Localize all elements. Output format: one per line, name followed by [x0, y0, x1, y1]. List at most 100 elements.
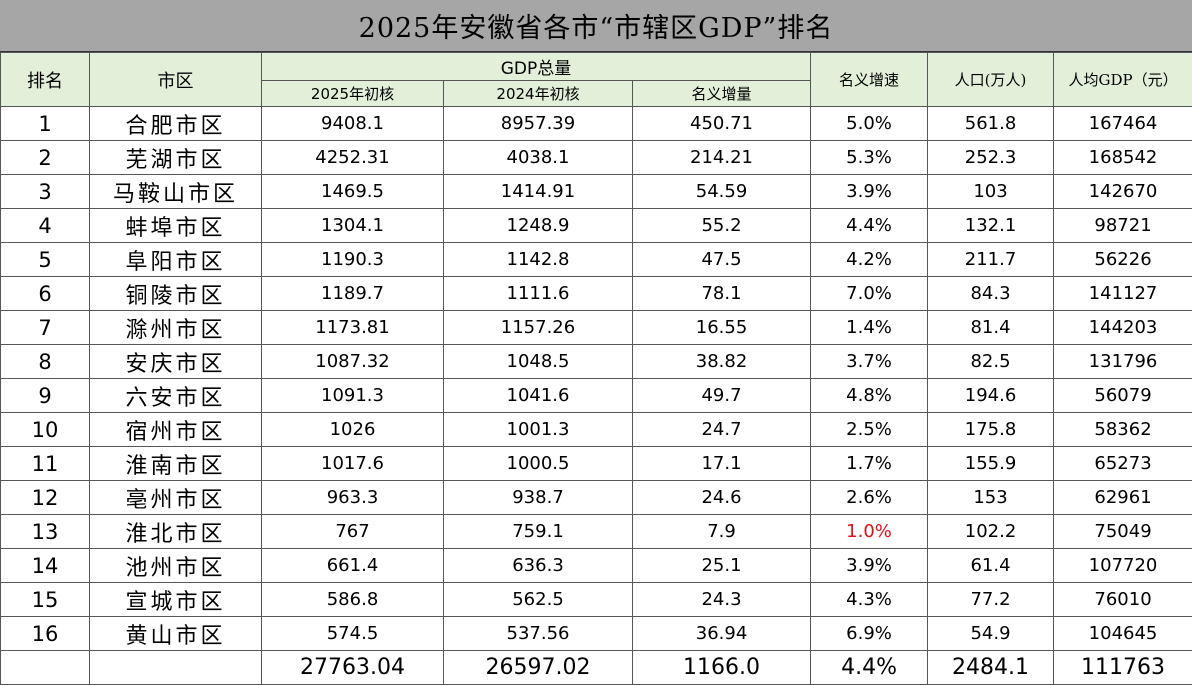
- per-capita-cell: 167464: [1053, 106, 1192, 141]
- gdp-2024-cell: 537.56: [443, 616, 633, 651]
- city-cell: 铜陵市区: [89, 276, 262, 311]
- increase-cell: 55.2: [631, 208, 812, 243]
- increase-cell: 17.1: [631, 446, 812, 481]
- totals-rank-cell: [0, 650, 90, 685]
- population-cell: 82.5: [927, 344, 1055, 379]
- growth-cell: 5.0%: [810, 106, 929, 141]
- population-cell: 155.9: [927, 446, 1055, 481]
- gdp-2024-cell: 1041.6: [443, 378, 633, 413]
- population-cell: 61.4: [927, 548, 1055, 583]
- population-cell: 77.2: [927, 582, 1055, 617]
- growth-cell: 4.3%: [810, 582, 929, 617]
- header-gdp-total: GDP总量: [260, 52, 812, 81]
- increase-cell: 49.7: [631, 378, 812, 413]
- table-row: 10 宿州市区 1026 1001.3 24.7 2.5% 175.8 58362: [0, 412, 1192, 447]
- increase-cell: 78.1: [631, 276, 812, 311]
- totals-growth: 4.4%: [810, 650, 929, 685]
- city-cell: 马鞍山市区: [89, 174, 262, 209]
- population-cell: 175.8: [927, 412, 1055, 447]
- increase-cell: 24.7: [631, 412, 812, 447]
- growth-cell: 4.4%: [810, 208, 929, 243]
- city-cell: 淮北市区: [89, 514, 262, 549]
- city-cell: 池州市区: [89, 548, 262, 583]
- per-capita-cell: 98721: [1053, 208, 1192, 243]
- population-cell: 561.8: [927, 106, 1055, 141]
- gdp-2025-cell: 586.8: [261, 582, 444, 617]
- table-row: 1 合肥市区 9408.1 8957.39 450.71 5.0% 561.8 167464: [0, 106, 1192, 141]
- per-capita-cell: 107720: [1053, 548, 1192, 583]
- growth-cell: 5.3%: [810, 140, 929, 175]
- per-capita-cell: 131796: [1053, 344, 1192, 379]
- city-cell: 阜阳市区: [89, 242, 262, 277]
- rank-cell: 9: [0, 378, 90, 413]
- gdp-2024-cell: 938.7: [443, 480, 633, 515]
- city-cell: 六安市区: [89, 378, 262, 413]
- gdp-2025-cell: 1173.81: [261, 310, 444, 345]
- gdp-2024-cell: 1000.5: [443, 446, 633, 481]
- header-rank: 排名: [0, 52, 90, 107]
- growth-cell: 4.2%: [810, 242, 929, 277]
- rank-cell: 11: [0, 446, 90, 481]
- gdp-2024-cell: 1142.8: [443, 242, 633, 277]
- per-capita-cell: 56226: [1053, 242, 1192, 277]
- growth-cell: 4.8%: [810, 378, 929, 413]
- table-row: 12 亳州市区 963.3 938.7 24.6 2.6% 153 62961: [0, 480, 1192, 515]
- totals-per-capita: 111763: [1053, 650, 1192, 685]
- rank-cell: 10: [0, 412, 90, 447]
- rank-cell: 16: [0, 616, 90, 651]
- rank-cell: 6: [0, 276, 90, 311]
- growth-cell: 6.9%: [810, 616, 929, 651]
- city-cell: 滁州市区: [89, 310, 262, 345]
- gdp-2025-cell: 1304.1: [261, 208, 444, 243]
- increase-cell: 214.21: [631, 140, 812, 175]
- table-row: 13 淮北市区 767 759.1 7.9 1.0% 102.2 75049: [0, 514, 1192, 549]
- header-gdp-2024: 2024年初核: [443, 80, 633, 107]
- table-row: 4 蚌埠市区 1304.1 1248.9 55.2 4.4% 132.1 98721: [0, 208, 1192, 243]
- population-cell: 84.3: [927, 276, 1055, 311]
- header-per-capita: 人均GDP（元）: [1053, 52, 1192, 107]
- rank-cell: 3: [0, 174, 90, 209]
- per-capita-cell: 58362: [1053, 412, 1192, 447]
- gdp-2024-cell: 562.5: [443, 582, 633, 617]
- growth-cell: 2.5%: [810, 412, 929, 447]
- per-capita-cell: 76010: [1053, 582, 1192, 617]
- gdp-ranking-table: 排名 市区 GDP总量 名义增速 人口(万人) 人均GDP（元） 2025年初核…: [0, 52, 1192, 685]
- per-capita-cell: 141127: [1053, 276, 1192, 311]
- header-nominal-increase: 名义增量: [631, 80, 812, 107]
- city-cell: 蚌埠市区: [89, 208, 262, 243]
- gdp-2025-cell: 1026: [261, 412, 444, 447]
- city-cell: 芜湖市区: [89, 140, 262, 175]
- increase-cell: 16.55: [631, 310, 812, 345]
- population-cell: 81.4: [927, 310, 1055, 345]
- population-cell: 153: [927, 480, 1055, 515]
- totals-gdp-2024: 26597.02: [443, 650, 633, 685]
- table-row: 8 安庆市区 1087.32 1048.5 38.82 3.7% 82.5 131796: [0, 344, 1192, 379]
- gdp-2024-cell: 1157.26: [443, 310, 633, 345]
- gdp-2025-cell: 1190.3: [261, 242, 444, 277]
- rank-cell: 2: [0, 140, 90, 175]
- totals-city-cell: [89, 650, 262, 685]
- table-row: 3 马鞍山市区 1469.5 1414.91 54.59 3.9% 103 142670: [0, 174, 1192, 209]
- per-capita-cell: 62961: [1053, 480, 1192, 515]
- table-row: 16 黄山市区 574.5 537.56 36.94 6.9% 54.9 104645: [0, 616, 1192, 651]
- gdp-2025-cell: 1469.5: [261, 174, 444, 209]
- increase-cell: 36.94: [631, 616, 812, 651]
- increase-cell: 24.3: [631, 582, 812, 617]
- city-cell: 黄山市区: [89, 616, 262, 651]
- growth-cell: 2.6%: [810, 480, 929, 515]
- growth-cell: 3.9%: [810, 174, 929, 209]
- rank-cell: 12: [0, 480, 90, 515]
- rank-cell: 7: [0, 310, 90, 345]
- gdp-2024-cell: 1048.5: [443, 344, 633, 379]
- city-cell: 安庆市区: [89, 344, 262, 379]
- population-cell: 54.9: [927, 616, 1055, 651]
- increase-cell: 450.71: [631, 106, 812, 141]
- growth-cell: 1.0%: [810, 514, 929, 549]
- gdp-2025-cell: 1087.32: [261, 344, 444, 379]
- per-capita-cell: 56079: [1053, 378, 1192, 413]
- gdp-2024-cell: 4038.1: [443, 140, 633, 175]
- gdp-2025-cell: 767: [261, 514, 444, 549]
- population-cell: 252.3: [927, 140, 1055, 175]
- totals-row: 27763.04 26597.02 1166.0 4.4% 2484.1 111…: [0, 650, 1192, 685]
- table-row: 15 宣城市区 586.8 562.5 24.3 4.3% 77.2 76010: [0, 582, 1192, 617]
